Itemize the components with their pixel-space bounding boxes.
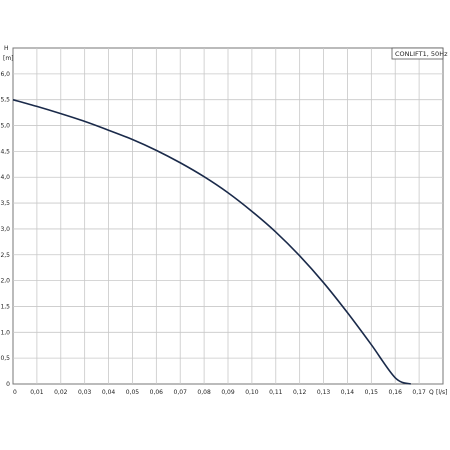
- x-tick-label: 0,13: [317, 389, 331, 396]
- x-tick-label: 0,02: [54, 389, 68, 396]
- x-tick-label: 0,05: [126, 389, 140, 396]
- x-tick-labels: 0 0,01 0,02 0,03 0,04 0,05 0,06 0,07 0,08 0,09 0,1…: [13, 389, 426, 396]
- y-tick-label: 5,5: [0, 97, 10, 104]
- y-tick-label: 1,0: [0, 329, 10, 336]
- y-axis-symbol: H: [4, 45, 9, 52]
- x-tick-label: 0,03: [78, 389, 92, 396]
- x-tick-label: 0,09: [221, 389, 235, 396]
- y-tick-label: 2,0: [0, 278, 10, 285]
- legend-box: [391, 47, 444, 60]
- y-tick-label: 2,5: [0, 252, 10, 259]
- x-tick-label: 0,04: [102, 389, 116, 396]
- y-tick-label: 3,5: [0, 200, 10, 207]
- x-tick-label: 0,07: [174, 389, 188, 396]
- legend: CONLIFT1, 50Hz: [391, 47, 448, 60]
- series-line: [12, 98, 412, 385]
- y-axis-unit: [m]: [3, 55, 14, 62]
- x-tick-label: 0,14: [341, 389, 355, 396]
- x-tick-label: 0,08: [197, 389, 211, 396]
- grid: [13, 48, 443, 384]
- x-tick-label: 0,17: [412, 389, 426, 396]
- y-tick-label: 6,0: [0, 71, 10, 78]
- y-tick-label: 3,0: [0, 226, 10, 233]
- y-tick-label: 4,0: [0, 174, 10, 181]
- x-tick-label: 0: [13, 389, 17, 396]
- x-tick-label: 0,16: [389, 389, 403, 396]
- x-axis-symbol: Q: [429, 389, 434, 396]
- y-tick-label: 0,5: [0, 355, 10, 362]
- x-tick-label: 0,12: [293, 389, 307, 396]
- y-tick-labels: 0 0,5 1,0 1,5 2,0 2,5 3,0 3,5 4,0 4,5 5,0 5,5 6,0: [0, 71, 10, 388]
- legend-label: CONLIFT1, 50Hz: [395, 50, 448, 58]
- y-tick-label: 5,0: [0, 123, 10, 130]
- y-tick-label: 4,5: [0, 148, 10, 155]
- x-tick-label: 0,06: [150, 389, 164, 396]
- x-tick-label: 0,11: [269, 389, 283, 396]
- x-tick-label: 0,10: [245, 389, 259, 396]
- y-tick-label: 0: [6, 381, 10, 388]
- x-tick-label: 0,15: [365, 389, 379, 396]
- x-tick-label: 0,01: [30, 389, 44, 396]
- series-group: [12, 98, 412, 385]
- y-tick-label: 1,5: [0, 303, 10, 310]
- x-axis-unit: [l/s]: [436, 389, 448, 396]
